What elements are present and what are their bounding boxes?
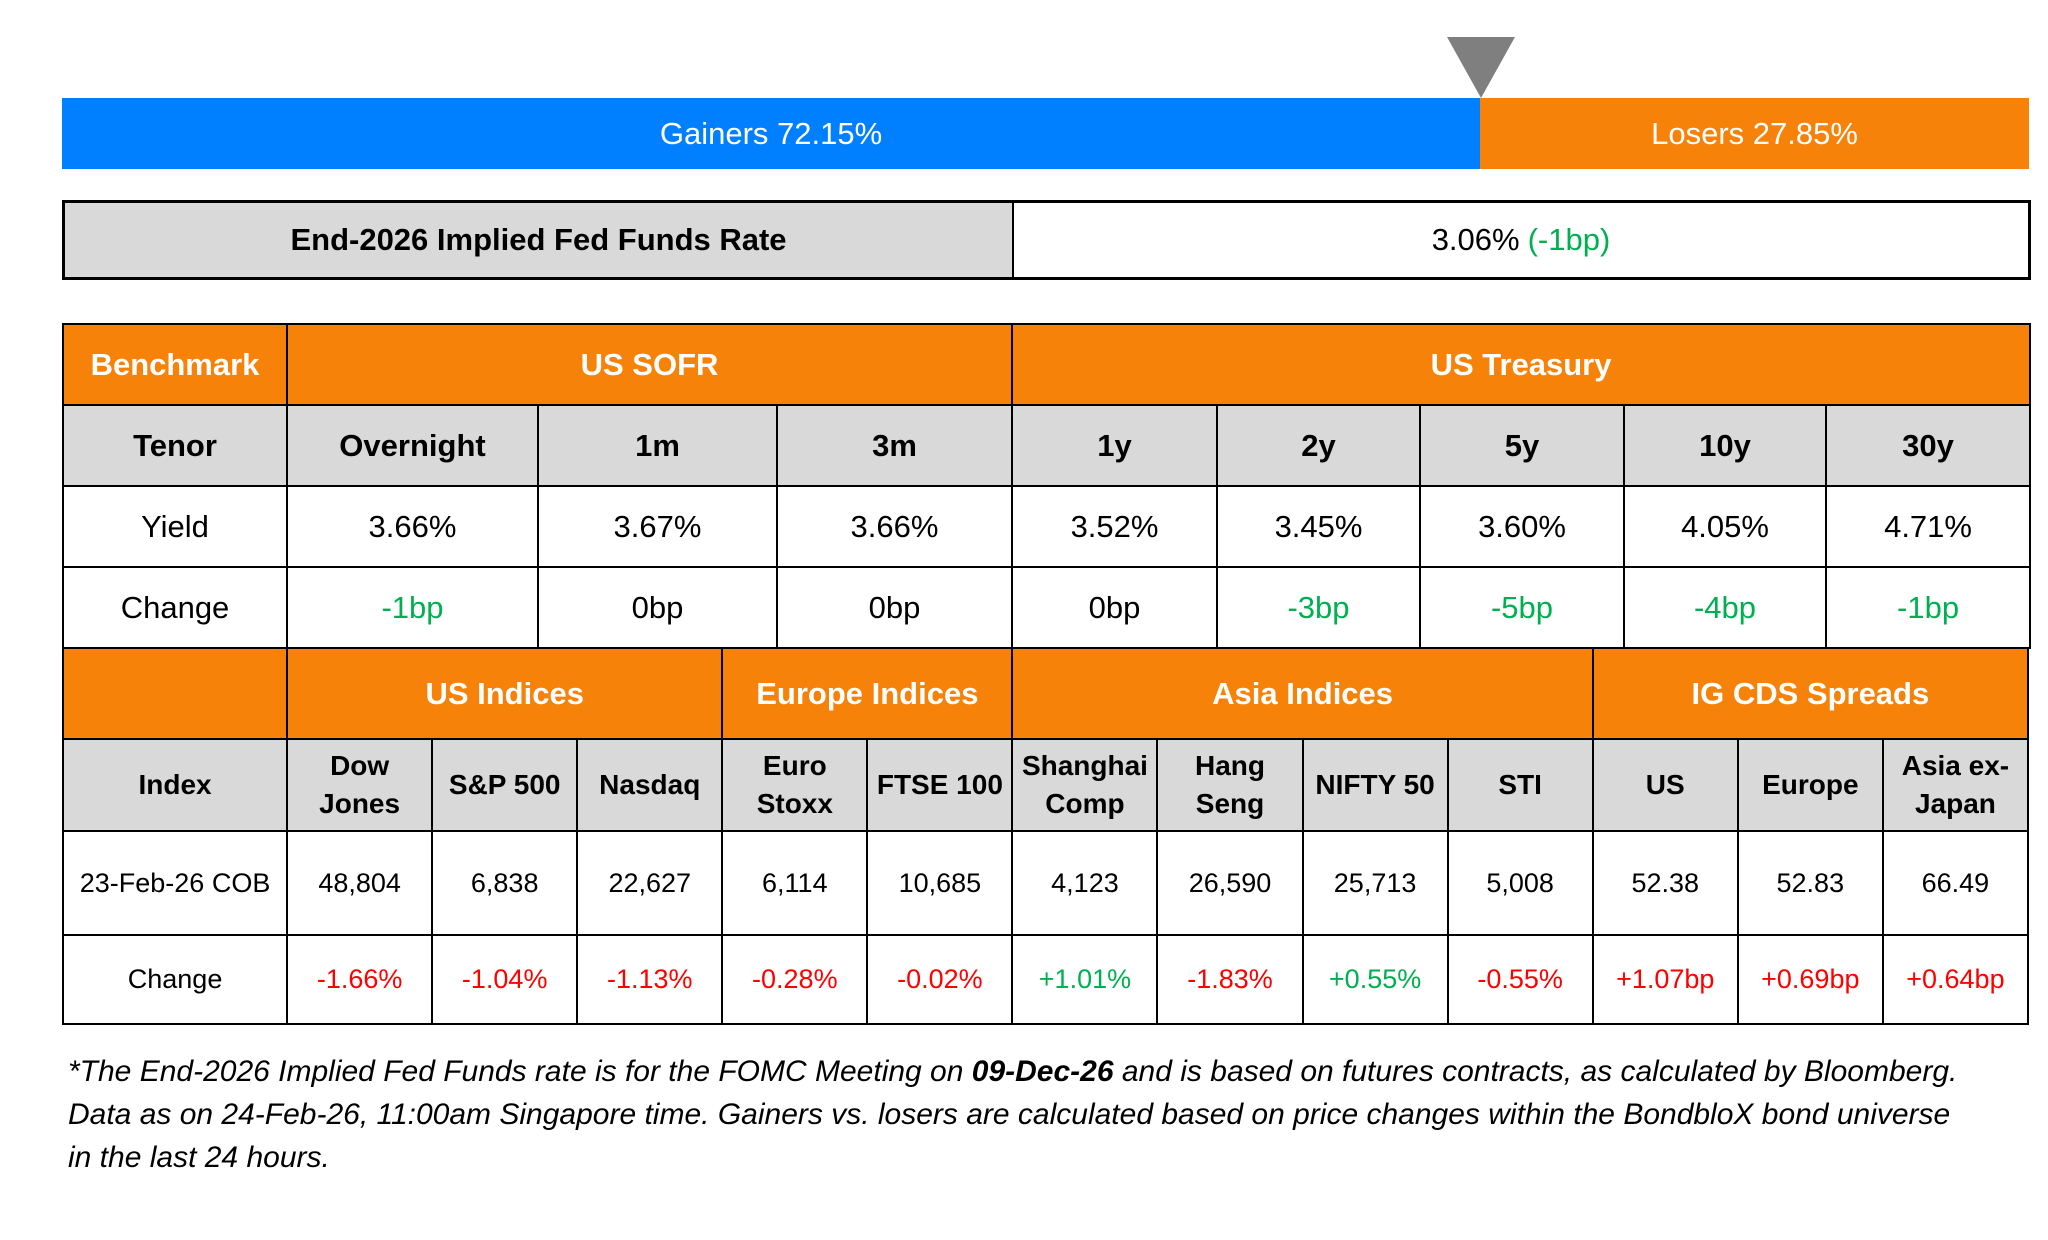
tenor-cell: 1y: [1011, 404, 1219, 487]
index-change-cell: -0.55%: [1446, 934, 1594, 1025]
index-value-cell: 22,627: [576, 830, 724, 936]
tenor-label: Tenor: [62, 404, 288, 487]
rate-change-cell: 0bp: [775, 566, 1014, 649]
index-value-cell: 5,008: [1446, 830, 1594, 936]
index-value-cell: 25,713: [1301, 830, 1449, 936]
indices-table: US Indices Europe Indices Asia Indices I…: [61, 647, 2030, 1025]
index-name-cell: Hang Seng: [1156, 738, 1304, 832]
rate-change-cell: -3bp: [1216, 566, 1422, 649]
index-value-cell: 52.83: [1736, 830, 1884, 936]
index-value-cell: 26,590: [1156, 830, 1304, 936]
index-change-cell: +1.07bp: [1591, 934, 1739, 1025]
rates-change-label: Change: [62, 566, 288, 649]
tenor-cell: 5y: [1419, 404, 1626, 487]
yield-cell: 3.67%: [537, 485, 778, 568]
index-name-cell: Dow Jones: [286, 738, 434, 832]
gainers-losers-bar: Gainers 72.15% Losers 27.85%: [62, 98, 2029, 169]
yield-cell: 3.60%: [1419, 485, 1626, 568]
index-name-cell: Euro Stoxx: [721, 738, 869, 832]
index-value-cell: 6,114: [721, 830, 869, 936]
fed-funds-value-cell: 3.06% (-1bp): [1014, 203, 2028, 277]
index-name-cell: FTSE 100: [866, 738, 1014, 832]
footnote-date: 09-Dec-26: [971, 1055, 1114, 1088]
index-value-cell: 66.49: [1881, 830, 2030, 936]
tenor-cell: 10y: [1623, 404, 1828, 487]
ig-cds-header: IG CDS Spreads: [1591, 647, 2030, 740]
rate-change-cell: -1bp: [286, 566, 539, 649]
fed-funds-value: 3.06%: [1431, 222, 1520, 257]
index-value-cell: 10,685: [866, 830, 1014, 936]
tenor-cell: 2y: [1216, 404, 1422, 487]
yield-cell: 3.66%: [286, 485, 539, 568]
date-label: 23-Feb-26 COB: [61, 830, 289, 936]
tenor-cell: 30y: [1825, 404, 2032, 487]
index-name-cell: STI: [1446, 738, 1594, 832]
index-name-cell: Nasdaq: [576, 738, 724, 832]
rate-change-cell: 0bp: [537, 566, 778, 649]
index-name-cell: NIFTY 50: [1301, 738, 1449, 832]
yield-cell: 4.71%: [1825, 485, 2032, 568]
index-name-cell: Europe: [1736, 738, 1884, 832]
yield-cell: 4.05%: [1623, 485, 1828, 568]
fed-funds-box: End-2026 Implied Fed Funds Rate 3.06% (-…: [62, 200, 2031, 280]
index-change-cell: -1.13%: [576, 934, 724, 1025]
index-name-cell: US: [1591, 738, 1739, 832]
index-change-cell: +0.55%: [1301, 934, 1449, 1025]
index-change-cell: -1.04%: [431, 934, 579, 1025]
yield-label: Yield: [62, 485, 288, 568]
treasury-header: US Treasury: [1011, 323, 2032, 406]
rates-table: Benchmark US SOFR US Treasury Tenor Overn…: [62, 323, 2032, 649]
footnote: *The End-2026 Implied Fed Funds rate is …: [68, 1050, 1968, 1179]
europe-indices-header: Europe Indices: [721, 647, 1014, 740]
index-change-cell: +1.01%: [1011, 934, 1159, 1025]
footnote-prefix: *The End-2026 Implied Fed Funds rate is …: [68, 1055, 972, 1088]
index-change-cell: -0.28%: [721, 934, 869, 1025]
yield-cell: 3.45%: [1216, 485, 1422, 568]
empty-header: [61, 647, 289, 740]
tenor-cell: 3m: [775, 404, 1014, 487]
asia-indices-header: Asia Indices: [1011, 647, 1594, 740]
index-change-cell: -1.83%: [1156, 934, 1304, 1025]
index-label: Index: [61, 738, 289, 832]
gainers-label: Gainers 72.15%: [659, 115, 883, 151]
rate-change-cell: -4bp: [1623, 566, 1828, 649]
indices-change-label: Change: [61, 934, 289, 1025]
yield-cell: 3.52%: [1011, 485, 1219, 568]
index-name-cell: Shanghai Comp: [1011, 738, 1159, 832]
index-change-cell: +0.64bp: [1881, 934, 2030, 1025]
us-indices-header: US Indices: [286, 647, 724, 740]
sofr-header: US SOFR: [285, 323, 1014, 406]
index-change-cell: +0.69bp: [1736, 934, 1884, 1025]
footnote-suffix: and is based on futures contracts, as ca…: [68, 1055, 1958, 1174]
yield-cell: 3.66%: [775, 485, 1014, 568]
marker-triangle-icon: [1447, 37, 1515, 98]
index-value-cell: 52.38: [1591, 830, 1739, 936]
fed-funds-label: End-2026 Implied Fed Funds Rate: [65, 203, 1014, 277]
losers-segment: Losers 27.85%: [1480, 98, 2029, 169]
tenor-cell: 1m: [537, 404, 778, 487]
index-value-cell: 48,804: [286, 830, 434, 936]
index-change-cell: -0.02%: [866, 934, 1014, 1025]
gainers-segment: Gainers 72.15%: [62, 98, 1480, 169]
index-value-cell: 4,123: [1011, 830, 1159, 936]
index-value-cell: 6,838: [431, 830, 579, 936]
index-name-cell: S&P 500: [431, 738, 579, 832]
tenor-cell: Overnight: [286, 404, 539, 487]
rate-change-cell: -1bp: [1825, 566, 2032, 649]
rate-change-cell: 0bp: [1011, 566, 1219, 649]
rate-change-cell: -5bp: [1419, 566, 1626, 649]
benchmark-header: Benchmark: [62, 323, 288, 406]
index-name-cell: Asia ex-Japan: [1881, 738, 2030, 832]
losers-label: Losers 27.85%: [1651, 115, 1858, 151]
fed-funds-change: (-1bp): [1527, 222, 1611, 257]
index-change-cell: -1.66%: [286, 934, 434, 1025]
